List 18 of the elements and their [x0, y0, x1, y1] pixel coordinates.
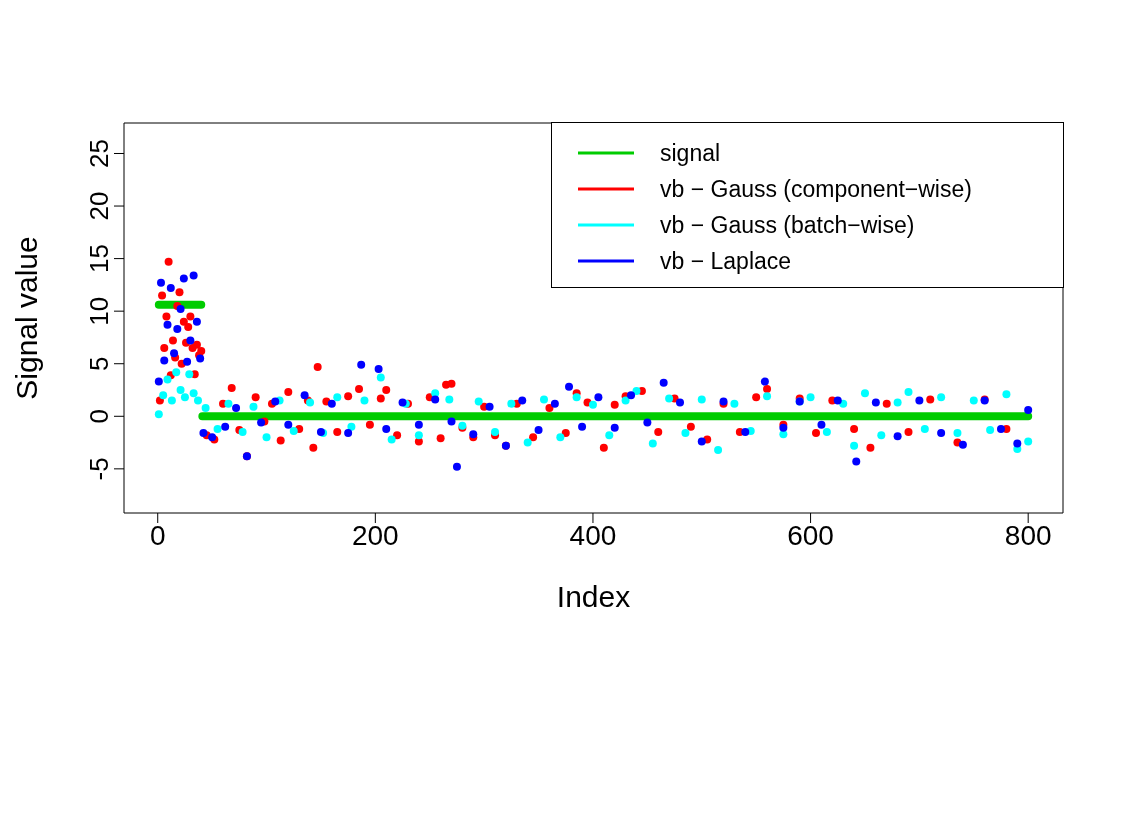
x-tick-label: 200 [351, 519, 399, 551]
legend-label: vb − Gauss (component−wise) [660, 175, 972, 203]
x-tick-label: 800 [1004, 519, 1052, 551]
x-tick-label: 400 [569, 519, 617, 551]
y-tick-label: -5 [84, 457, 114, 481]
y-tick-label: 0 [84, 409, 114, 424]
y-axis-title: Signal value [9, 236, 43, 400]
y-tick-label: 5 [84, 356, 114, 371]
y-tick-label: 20 [84, 191, 114, 221]
y-tick-label: 15 [84, 244, 114, 274]
x-tick-label: 600 [787, 519, 834, 551]
legend-label: signal [660, 139, 721, 167]
x-axis-title: Index [556, 580, 631, 613]
x-tick-label: 0 [149, 519, 166, 551]
y-tick-label: 10 [84, 296, 114, 326]
legend-label: vb − Laplace [660, 247, 792, 275]
y-tick-label: 25 [84, 139, 114, 168]
legend-label: vb − Gauss (batch−wise) [660, 211, 915, 239]
